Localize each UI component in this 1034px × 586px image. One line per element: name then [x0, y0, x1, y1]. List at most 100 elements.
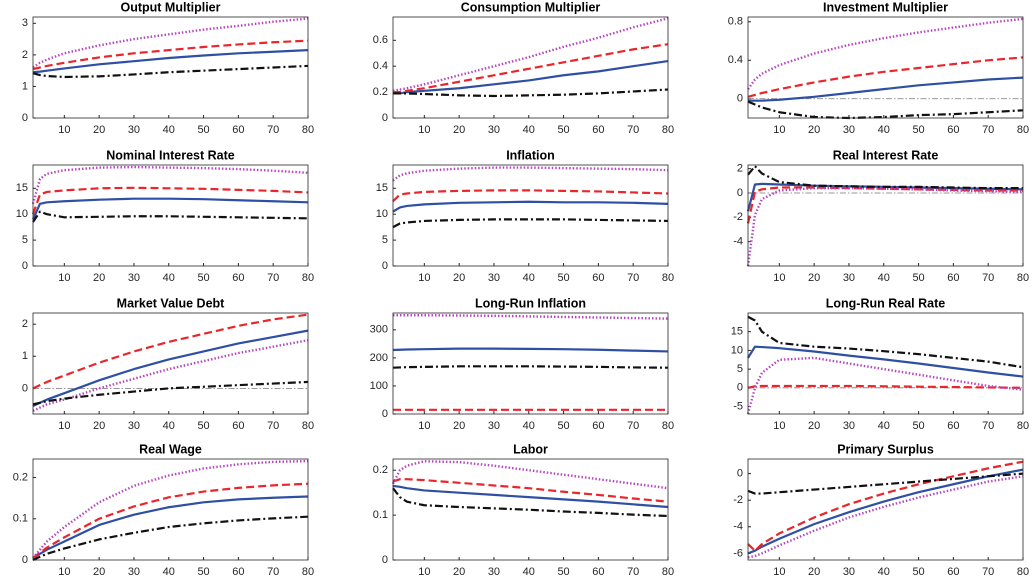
x-tick-label: 30 [128, 272, 140, 284]
chart-title: Long-Run Real Rate [826, 296, 945, 310]
y-tick-label: 200 [370, 352, 388, 364]
y-tick-label: 0 [22, 554, 28, 566]
plot-area [33, 459, 308, 560]
plot-frame [392, 312, 669, 415]
x-tick-label: 50 [557, 420, 569, 432]
plot-area [393, 459, 668, 560]
y-tick-label: 0 [737, 382, 743, 394]
series-line [32, 459, 309, 559]
chart-title: Primary Surplus [837, 442, 934, 456]
x-tick-label: 70 [982, 124, 994, 136]
plot-frame [747, 312, 1024, 415]
x-tick-label: 70 [267, 124, 279, 136]
series-line [32, 210, 309, 223]
x-tick-label: 80 [302, 420, 314, 432]
plot-area [33, 313, 308, 414]
y-tick-label: 10 [731, 344, 743, 356]
y-tick-label: 0.8 [728, 16, 743, 28]
y-tick-label: -2 [733, 211, 743, 223]
x-tick-label: 80 [1017, 272, 1029, 284]
series-line [392, 487, 669, 518]
x-tick-label: 60 [232, 566, 244, 578]
x-tick-label: 10 [418, 124, 430, 136]
x-tick-label: 80 [662, 420, 674, 432]
x-tick-label: 50 [912, 566, 924, 578]
x-tick-label: 40 [523, 272, 535, 284]
x-tick-label: 50 [912, 420, 924, 432]
series-line [747, 345, 1024, 378]
series-line [747, 460, 1024, 552]
series-line [746, 186, 1024, 267]
x-tick-label: 70 [982, 272, 994, 284]
y-tick-label: 0.6 [373, 34, 388, 46]
series-line [32, 380, 309, 406]
plot-frame [747, 16, 1024, 119]
y-tick-label: 3 [22, 17, 28, 29]
x-tick-label: 30 [843, 420, 855, 432]
series-line [392, 484, 669, 509]
y-tick-label: -4 [733, 236, 743, 248]
x-tick-label: 40 [523, 420, 535, 432]
y-tick-label: 5 [737, 363, 743, 375]
y-tick-label: 0 [22, 382, 28, 394]
y-tick-label: 2 [22, 318, 28, 330]
y-tick-label: 10 [16, 208, 28, 220]
x-tick-label: 60 [592, 124, 604, 136]
x-tick-label: 10 [418, 420, 430, 432]
x-tick-label: 10 [773, 272, 785, 284]
y-tick-label: -5 [733, 400, 743, 412]
y-tick-label: 0 [382, 408, 388, 420]
plot-area [748, 165, 1023, 266]
x-tick-label: 30 [488, 272, 500, 284]
x-tick-label: 80 [662, 566, 674, 578]
series-line [32, 49, 309, 74]
x-tick-label: 50 [557, 124, 569, 136]
chart-title: Real Wage [139, 442, 202, 456]
x-tick-label: 80 [302, 566, 314, 578]
series-line [32, 515, 309, 561]
x-tick-label: 20 [453, 272, 465, 284]
x-tick-label: 80 [302, 124, 314, 136]
y-tick-label: 0.1 [373, 509, 388, 521]
series-line [392, 218, 669, 229]
plot-frame [32, 312, 309, 415]
x-tick-label: 80 [302, 272, 314, 284]
plot-area [33, 165, 308, 266]
y-tick-label: 0.2 [373, 86, 388, 98]
series-line [392, 17, 669, 92]
y-tick-label: 0.2 [373, 464, 388, 476]
x-tick-label: 20 [808, 420, 820, 432]
x-tick-label: 30 [128, 124, 140, 136]
series-line [392, 365, 669, 369]
x-tick-label: 30 [128, 566, 140, 578]
x-tick-label: 60 [947, 124, 959, 136]
chart-title: Market Value Debt [117, 296, 226, 310]
y-tick-label: -6 [733, 547, 743, 559]
x-tick-label: 20 [453, 566, 465, 578]
x-tick-label: 50 [912, 124, 924, 136]
plot-area [748, 17, 1023, 118]
y-tick-label: 10 [376, 208, 388, 220]
x-tick-label: 60 [592, 566, 604, 578]
y-tick-label: -4 [733, 521, 743, 533]
y-tick-label: 0 [737, 187, 743, 199]
series-line [32, 64, 309, 79]
y-tick-label: 2 [737, 163, 743, 175]
y-tick-label: 15 [376, 182, 388, 194]
x-tick-label: 20 [93, 566, 105, 578]
chart-title: Output Multiplier [121, 0, 221, 14]
y-tick-label: 5 [22, 234, 28, 246]
x-tick-label: 80 [662, 272, 674, 284]
series-line [747, 384, 1024, 389]
plot-frame [392, 164, 669, 267]
plot-area [393, 313, 668, 414]
x-tick-label: 20 [808, 124, 820, 136]
y-tick-label: 0 [382, 554, 388, 566]
series-line [32, 313, 309, 390]
x-tick-label: 20 [93, 272, 105, 284]
x-tick-label: 80 [1017, 420, 1029, 432]
x-tick-label: 70 [267, 566, 279, 578]
series-line [391, 460, 669, 490]
x-tick-label: 70 [627, 272, 639, 284]
